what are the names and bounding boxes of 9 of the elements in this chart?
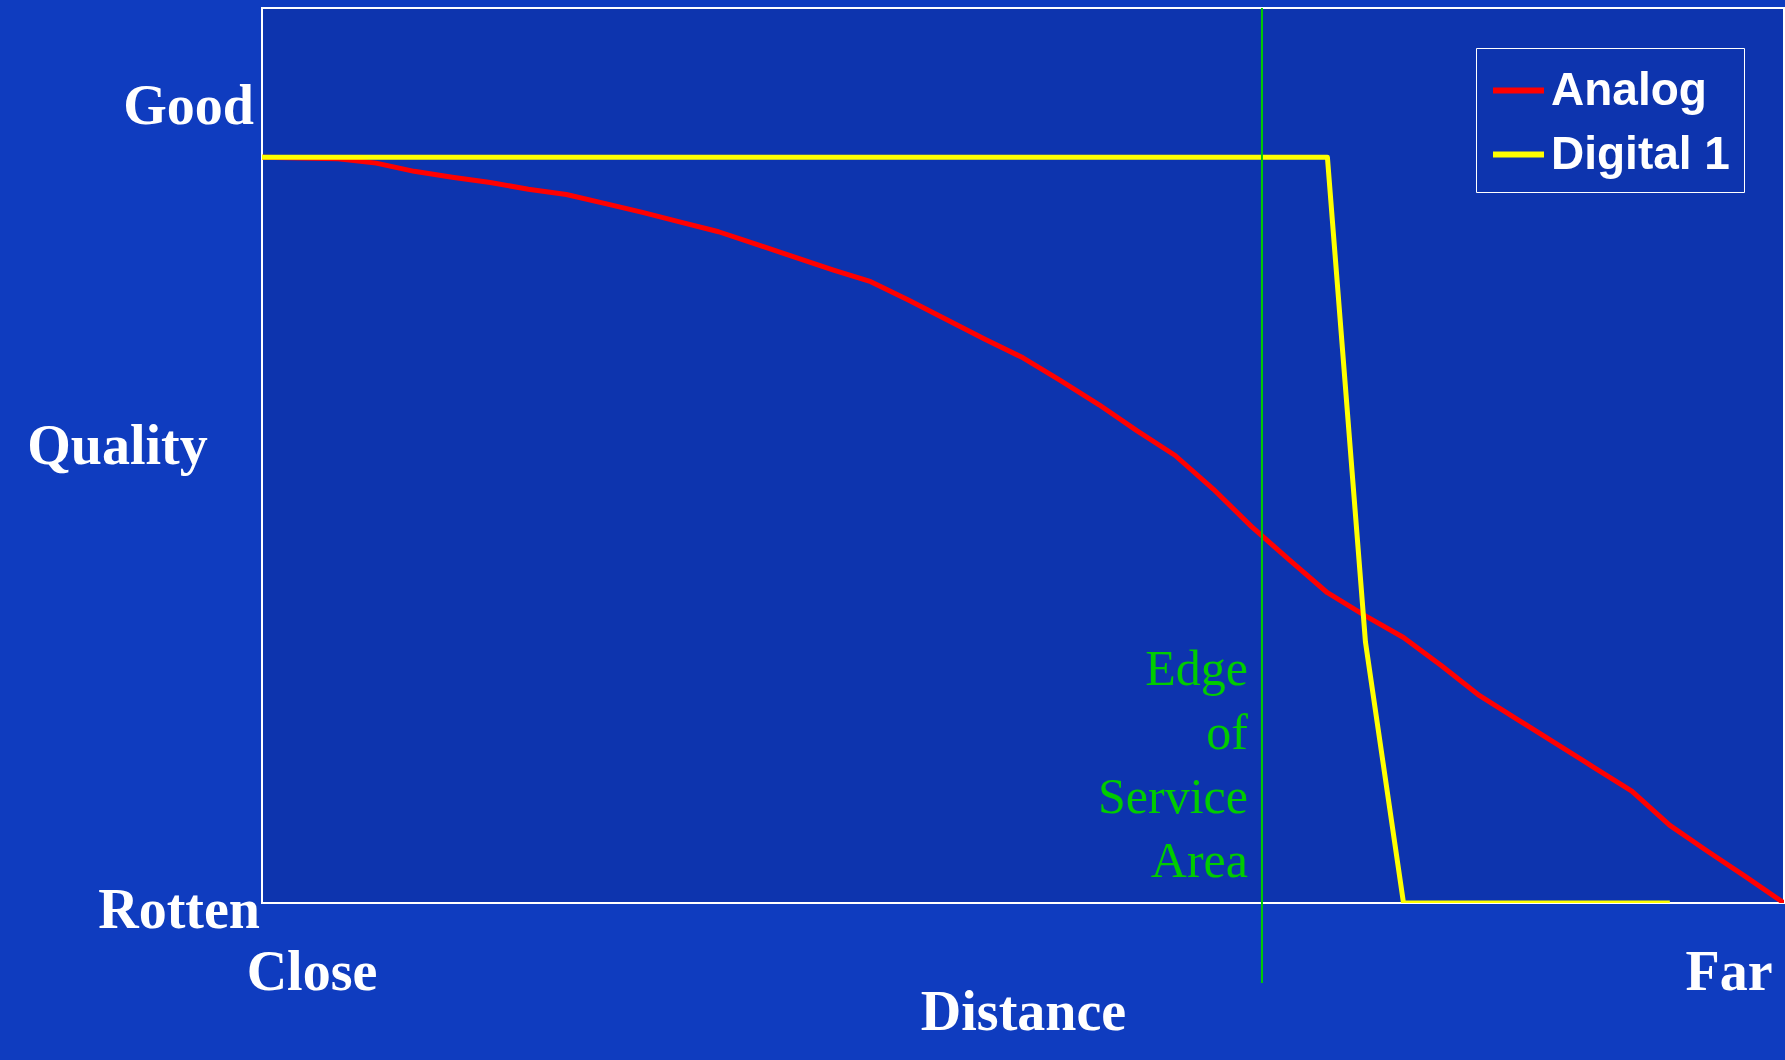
y-axis-title: Quality <box>27 414 208 477</box>
text: Rotten <box>98 878 260 940</box>
text: Close <box>246 940 378 1002</box>
annotation: Edge of Service Area <box>1098 640 1249 889</box>
x-axis-title: Distance <box>920 979 1127 1042</box>
legend-label: Digital 1 <box>1551 126 1730 179</box>
legend-label: Analog <box>1551 62 1707 115</box>
text: Far <box>1685 940 1773 1002</box>
text: Good <box>123 74 254 137</box>
